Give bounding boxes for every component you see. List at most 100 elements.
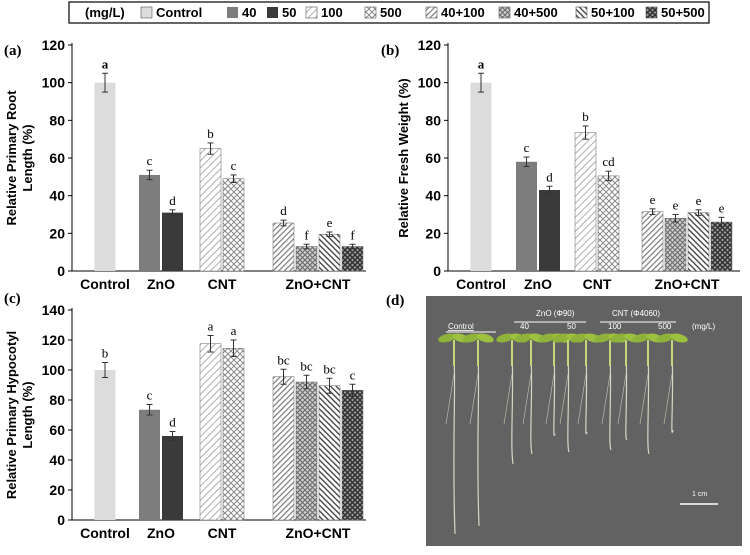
seedling-root bbox=[477, 353, 480, 527]
significance-label: bc bbox=[300, 358, 313, 373]
bar-z40 bbox=[139, 409, 160, 520]
seedling-leaves bbox=[438, 333, 688, 366]
photo-label-50: 50 bbox=[567, 322, 576, 331]
seedling-root bbox=[567, 353, 570, 453]
bar-control bbox=[470, 82, 492, 272]
significance-label: d bbox=[546, 169, 553, 184]
photo-label-500: 500 bbox=[658, 322, 672, 331]
lateral-root bbox=[445, 373, 455, 425]
panel-label-d: (d) bbox=[386, 293, 405, 309]
legend-label-c100: 100 bbox=[321, 5, 343, 20]
y-tick-label: 40 bbox=[49, 188, 65, 204]
cotyledon bbox=[570, 333, 588, 343]
bar-c500 bbox=[597, 175, 620, 272]
significance-label: d bbox=[280, 203, 287, 218]
y-axis-label: Relative Primary RootLength (%) bbox=[4, 90, 35, 226]
panel-label: (a) bbox=[4, 43, 22, 59]
significance-label: d bbox=[169, 415, 176, 430]
bar-c100 bbox=[199, 343, 222, 521]
bar-z50 bbox=[162, 436, 183, 520]
lateral-root bbox=[577, 373, 587, 425]
y-axis-label: Relative Fresh Weight (%) bbox=[396, 78, 411, 237]
y-tick-label: 100 bbox=[418, 75, 442, 91]
y-tick-label: 60 bbox=[49, 150, 65, 166]
chart-b: (b) 0 20 40 60 80 100 120 Relative Fresh Weight … bbox=[381, 37, 740, 292]
significance-label: e bbox=[327, 215, 333, 230]
x-tick-label: CNT bbox=[583, 276, 612, 292]
lateral-root bbox=[559, 373, 569, 425]
y-tick-label: 120 bbox=[42, 37, 66, 53]
legend-label-zc40_500: 40+500 bbox=[514, 5, 558, 20]
legend-swatch-z50 bbox=[267, 7, 278, 18]
y-tick-label: 20 bbox=[425, 225, 441, 241]
legend-label-z50: 50 bbox=[282, 5, 296, 20]
bar-zc50_100 bbox=[318, 385, 341, 521]
legend-swatch-zc50_500 bbox=[645, 6, 658, 19]
y-tick-label: 120 bbox=[42, 332, 66, 348]
y-tick-label: 120 bbox=[418, 37, 442, 53]
lateral-root bbox=[663, 373, 673, 425]
lateral-root bbox=[522, 373, 532, 425]
cotyledon bbox=[594, 333, 612, 343]
chart-c: (c) 0 20 40 60 80 100 120 140 Relative Primary Hy… bbox=[4, 291, 366, 541]
seedling-root bbox=[453, 353, 456, 535]
lateral-root bbox=[503, 373, 513, 425]
significance-label: f bbox=[304, 227, 309, 242]
bar-c500 bbox=[222, 178, 245, 272]
bar-zc50_500 bbox=[341, 390, 364, 521]
bar-z40 bbox=[516, 161, 537, 271]
panel-label: (c) bbox=[4, 291, 21, 307]
cotyledon bbox=[670, 333, 688, 343]
bar-zc50_100 bbox=[318, 234, 341, 272]
seedling-root bbox=[530, 353, 533, 455]
seedling-root bbox=[671, 353, 674, 433]
y-tick-label: 60 bbox=[49, 422, 65, 438]
legend-swatch-control bbox=[140, 6, 153, 19]
legend-label-zc50_100: 50+100 bbox=[591, 5, 635, 20]
significance-label: cd bbox=[602, 154, 615, 169]
bar-zc40_100 bbox=[641, 211, 664, 272]
x-tick-label: ZnO+CNT bbox=[286, 525, 351, 541]
cotyledon bbox=[656, 333, 674, 343]
x-tick-label: CNT bbox=[208, 276, 237, 292]
significance-label: c bbox=[350, 367, 356, 382]
seedling-root bbox=[625, 353, 628, 440]
legend-swatch-c100 bbox=[305, 6, 318, 19]
y-tick-label: 0 bbox=[57, 512, 65, 528]
lateral-root bbox=[639, 373, 649, 425]
y-tick-label: 100 bbox=[42, 362, 66, 378]
x-tick-label: ZnO+CNT bbox=[286, 276, 351, 292]
bar-zc50_100 bbox=[687, 212, 710, 272]
y-tick-label: 0 bbox=[433, 263, 441, 279]
legend-label-control: Control bbox=[156, 5, 202, 20]
legend-label-zc40_100: 40+100 bbox=[441, 5, 485, 20]
x-tick-label: Control bbox=[80, 276, 130, 292]
significance-label: e bbox=[673, 198, 679, 213]
cotyledon bbox=[462, 333, 480, 343]
y-tick-label: 20 bbox=[49, 482, 65, 498]
bar-z40 bbox=[139, 174, 160, 271]
seedling-root bbox=[647, 353, 650, 455]
photo-vignette bbox=[426, 296, 742, 546]
lateral-root bbox=[601, 373, 611, 425]
cotyledon bbox=[632, 333, 650, 343]
seedling-photo: ZnO (Φ90) CNT (Φ4060) Control 40 50 100 … bbox=[426, 296, 742, 546]
legend-label-zc50_500: 50+500 bbox=[661, 5, 705, 20]
y-tick-label: 80 bbox=[49, 112, 65, 128]
photo-label-100: 100 bbox=[608, 322, 622, 331]
significance-label: c bbox=[147, 153, 153, 168]
significance-label: a bbox=[231, 323, 237, 338]
legend-label-c500: 500 bbox=[380, 5, 402, 20]
photo-label-control: Control bbox=[448, 322, 474, 331]
seedling-root bbox=[609, 353, 612, 451]
legend-swatch-zc50_100 bbox=[575, 6, 588, 19]
significance-label: b bbox=[102, 346, 109, 361]
x-tick-label: ZnO+CNT bbox=[655, 276, 720, 292]
photo-header-cnt: CNT (Φ4060) bbox=[612, 309, 660, 318]
y-tick-label: 40 bbox=[49, 452, 65, 468]
significance-label: b bbox=[582, 109, 589, 124]
bar-c500 bbox=[222, 348, 245, 521]
significance-label: c bbox=[231, 158, 237, 173]
significance-label: e bbox=[696, 193, 702, 208]
cotyledon bbox=[496, 333, 514, 343]
